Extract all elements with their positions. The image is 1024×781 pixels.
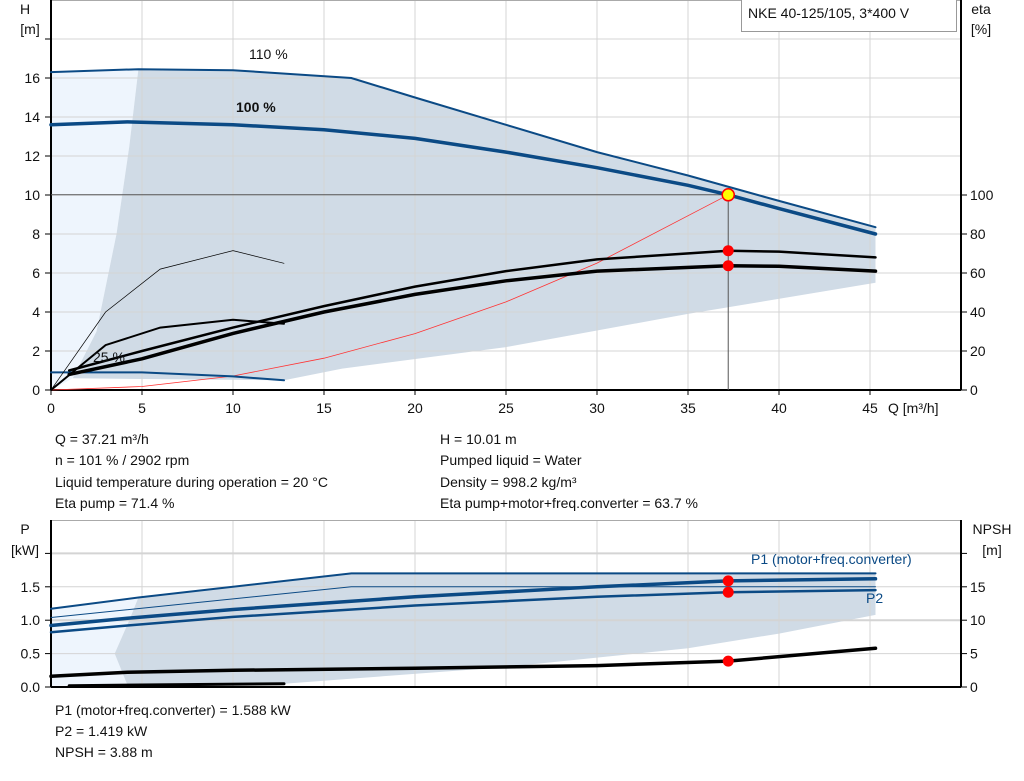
y-tick-label: 4 bbox=[32, 304, 40, 320]
result-npsh: NPSH = 3.88 m bbox=[55, 744, 153, 760]
x-tick-label: 20 bbox=[407, 400, 423, 416]
result-temp: Liquid temperature during operation = 20… bbox=[55, 474, 328, 490]
eta-tick-label: 80 bbox=[970, 226, 986, 242]
p-tick-label: 0.0 bbox=[21, 679, 41, 695]
p2-duty-point bbox=[722, 586, 734, 598]
power-curve bbox=[50, 586, 876, 618]
curve-label-25: 25 % bbox=[93, 349, 125, 365]
npsh-tick-label: 5 bbox=[970, 646, 978, 662]
eta-tick-label: 20 bbox=[970, 343, 986, 359]
y-tick-label: 6 bbox=[32, 265, 40, 281]
p-tick-label: 1.5 bbox=[21, 579, 41, 595]
efficiency-curve bbox=[50, 318, 285, 391]
y-tick-label: 12 bbox=[24, 148, 40, 164]
p-axis-label: P bbox=[20, 521, 29, 537]
y-tick-label: 14 bbox=[24, 109, 40, 125]
pump-name-box: NKE 40-125/105, 3*400 V bbox=[741, 0, 957, 32]
eta-tick-label: 40 bbox=[970, 304, 986, 320]
eta-tick-label: 60 bbox=[970, 265, 986, 281]
npsh-tick-label: 15 bbox=[970, 579, 986, 595]
system-curve bbox=[50, 194, 729, 391]
npsh-tick-label: 0 bbox=[970, 679, 978, 695]
y-tick-label: 0 bbox=[32, 382, 40, 398]
eta-pump-duty-point bbox=[722, 245, 734, 257]
eta-axis-unit: [%] bbox=[971, 21, 991, 37]
p1-duty-point bbox=[722, 575, 734, 587]
x-tick-label: 15 bbox=[316, 400, 332, 416]
power-curve bbox=[50, 572, 877, 610]
efficiency-curve bbox=[50, 250, 285, 391]
efficiency-curve bbox=[67, 249, 877, 372]
npsh-axis-label: NPSH bbox=[973, 521, 1012, 537]
x-tick-label: 35 bbox=[680, 400, 696, 416]
eta-tick-label: 0 bbox=[970, 382, 978, 398]
curve-label-100: 100 % bbox=[236, 99, 276, 115]
result-eta-total: Eta pump+motor+freq.converter = 63.7 % bbox=[440, 495, 698, 511]
y-tick-label: 8 bbox=[32, 226, 40, 242]
result-n: n = 101 % / 2902 rpm bbox=[55, 452, 190, 468]
x-tick-label: 0 bbox=[47, 400, 55, 416]
npsh-tick-label: 10 bbox=[970, 612, 986, 628]
y-tick-label: 2 bbox=[32, 343, 40, 359]
power-envelope bbox=[114, 573, 876, 685]
h-axis-unit: [m] bbox=[20, 21, 39, 37]
x-tick-label: 40 bbox=[771, 400, 787, 416]
result-eta-pump: Eta pump = 71.4 % bbox=[55, 495, 175, 511]
npsh-axis-unit: [m] bbox=[982, 542, 1001, 558]
x-tick-label: 30 bbox=[589, 400, 605, 416]
result-liquid: Pumped liquid = Water bbox=[440, 452, 582, 468]
pump-name: NKE 40-125/105, 3*400 V bbox=[748, 5, 910, 21]
result-density: Density = 998.2 kg/m³ bbox=[440, 474, 577, 490]
eta-axis-label: eta bbox=[971, 1, 991, 17]
x-tick-label: 25 bbox=[498, 400, 514, 416]
x-tick-label: 5 bbox=[138, 400, 146, 416]
h-axis-label: H bbox=[20, 1, 30, 17]
eta-total-duty-point bbox=[722, 260, 734, 272]
head-curve bbox=[49, 120, 878, 236]
x-tick-label: 10 bbox=[225, 400, 241, 416]
p-tick-label: 0.5 bbox=[21, 646, 41, 662]
eta-tick-label: 100 bbox=[970, 187, 994, 203]
power-curve bbox=[67, 682, 286, 688]
envelope-light bbox=[51, 69, 139, 390]
p1-series-label: P1 (motor+freq.converter) bbox=[751, 551, 912, 567]
npsh-duty-point bbox=[722, 655, 734, 667]
curve-label-110: 110 % bbox=[249, 46, 288, 62]
result-q: Q = 37.21 m³/h bbox=[55, 431, 149, 447]
duty-point bbox=[721, 188, 735, 202]
result-p2: P2 = 1.419 kW bbox=[55, 723, 148, 739]
operating-envelope bbox=[72, 69, 876, 381]
x-axis-label: Q [m³/h] bbox=[888, 400, 939, 416]
efficiency-curve bbox=[67, 264, 878, 377]
y-tick-label: 10 bbox=[24, 187, 40, 203]
result-p1: P1 (motor+freq.converter) = 1.588 kW bbox=[55, 702, 291, 718]
y-tick-label: 16 bbox=[24, 70, 40, 86]
result-h: H = 10.01 m bbox=[440, 431, 517, 447]
p2-series-label: P2 bbox=[866, 590, 883, 606]
head-curve bbox=[50, 68, 877, 229]
p-tick-label: 1.0 bbox=[21, 612, 41, 628]
head-curve bbox=[50, 371, 285, 382]
p-axis-unit: [kW] bbox=[11, 542, 39, 558]
x-tick-label: 45 bbox=[862, 400, 878, 416]
